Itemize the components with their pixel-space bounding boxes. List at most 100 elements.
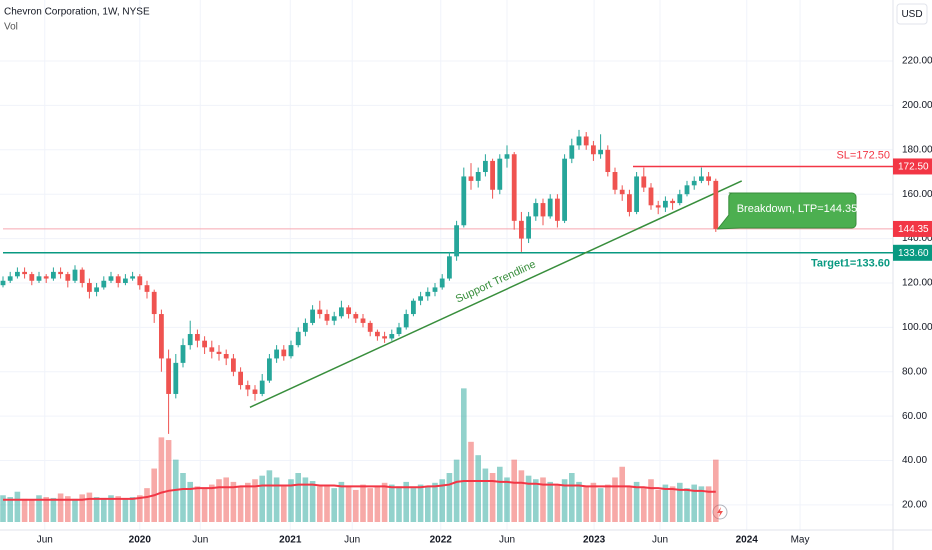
candle-body: [619, 189, 625, 195]
candle-body: [238, 371, 243, 386]
volume-bar: [497, 466, 503, 522]
candle-body: [468, 176, 474, 181]
volume-bar: [662, 484, 669, 522]
volume-bar: [309, 481, 316, 522]
candle-body: [72, 269, 78, 281]
candle-body: [490, 160, 495, 190]
candle-body: [519, 220, 524, 239]
candle-body: [648, 187, 654, 206]
volume-bar: [612, 477, 618, 522]
candle-body: [252, 389, 258, 394]
volume-bar: [655, 489, 661, 522]
candle-body: [115, 276, 121, 283]
price-badge-label: 144.35: [898, 224, 929, 235]
candle-body: [497, 158, 503, 190]
volume-bar: [518, 470, 525, 522]
volume-bar: [144, 488, 150, 522]
candle-body: [94, 287, 99, 292]
candle-body: [591, 145, 596, 155]
volume-bar: [129, 497, 136, 522]
volume-bar: [367, 488, 373, 522]
volume-bar: [338, 481, 345, 522]
currency-label[interactable]: USD: [901, 9, 922, 20]
volume-bar: [324, 484, 330, 522]
candle-body: [123, 278, 128, 283]
candle-body: [187, 334, 193, 346]
level-label: SL=172.50: [836, 149, 890, 161]
candle-body: [663, 200, 668, 208]
alert-bolt: [717, 507, 723, 517]
y-tick-label: 180.00: [902, 144, 932, 155]
volume-bar: [446, 473, 453, 522]
candle-body: [303, 322, 308, 332]
x-tick-label: Jun: [344, 535, 360, 546]
candle-body: [324, 314, 330, 321]
volume-bar: [122, 498, 129, 522]
currency-button[interactable]: [896, 3, 928, 25]
candle-body: [411, 300, 416, 315]
volume-bar: [137, 495, 143, 522]
volume-bar: [425, 486, 431, 522]
x-tick-label: May: [791, 535, 810, 546]
candle-body: [439, 278, 445, 288]
candle-body: [691, 180, 697, 186]
candle-body: [641, 176, 647, 188]
candle-body: [281, 349, 287, 357]
volume-bar: [677, 482, 683, 522]
volume-bar: [93, 497, 100, 522]
volume-bar: [50, 497, 57, 522]
volume-bar: [237, 486, 244, 522]
volume-bar: [381, 482, 388, 522]
candle-body: [166, 358, 171, 394]
volume-bar: [410, 488, 417, 522]
candle-body: [425, 291, 431, 297]
price-badge: [893, 244, 932, 261]
x-tick-label: 2021: [279, 535, 302, 546]
candle-body: [339, 307, 344, 317]
candle-body: [173, 362, 179, 394]
volume-bar: [439, 479, 445, 522]
volume-bar: [245, 482, 251, 522]
candle-body: [267, 358, 272, 381]
candle-body: [699, 176, 704, 181]
candle-body: [418, 296, 423, 301]
candle-body: [670, 200, 675, 204]
callout-text: Breakdown, LTP=144.35: [737, 203, 858, 215]
candle-body: [511, 154, 517, 221]
volume-bar: [461, 388, 467, 522]
volume-bar: [259, 475, 265, 522]
volume-bar: [554, 484, 561, 522]
candle-body: [15, 271, 20, 277]
volume-bar: [230, 481, 237, 522]
volume-bar: [281, 484, 287, 522]
candle-body: [569, 145, 575, 159]
y-tick-label: 160.00: [902, 189, 932, 200]
x-tick-label: 2020: [129, 535, 152, 546]
level-label: Target1=133.60: [811, 258, 890, 270]
y-tick-label: 40.00: [902, 455, 927, 466]
volume-bar: [576, 481, 582, 522]
y-tick-label: 80.00: [902, 366, 927, 377]
candle-body: [706, 176, 711, 181]
candle-body: [130, 276, 135, 279]
candle-body: [259, 380, 265, 394]
volume-bar: [432, 482, 438, 522]
volume-bar: [590, 482, 597, 522]
y-tick-label: 140.00: [902, 233, 932, 244]
volume-bar: [252, 479, 258, 522]
volume-bar: [65, 496, 71, 522]
candle-body: [288, 345, 294, 357]
candle-body: [231, 358, 236, 372]
x-tick-label: Jun: [499, 535, 515, 546]
candle-body: [360, 318, 366, 323]
price-badge: [893, 158, 932, 175]
volume-bar: [374, 486, 381, 522]
candle-body: [583, 136, 589, 146]
volume-bar: [619, 466, 625, 522]
volume-bar: [626, 486, 633, 522]
volume-bar: [684, 488, 690, 522]
volume-bar: [569, 473, 575, 522]
y-tick-label: 120.00: [902, 278, 932, 289]
volume-bar: [295, 473, 301, 522]
